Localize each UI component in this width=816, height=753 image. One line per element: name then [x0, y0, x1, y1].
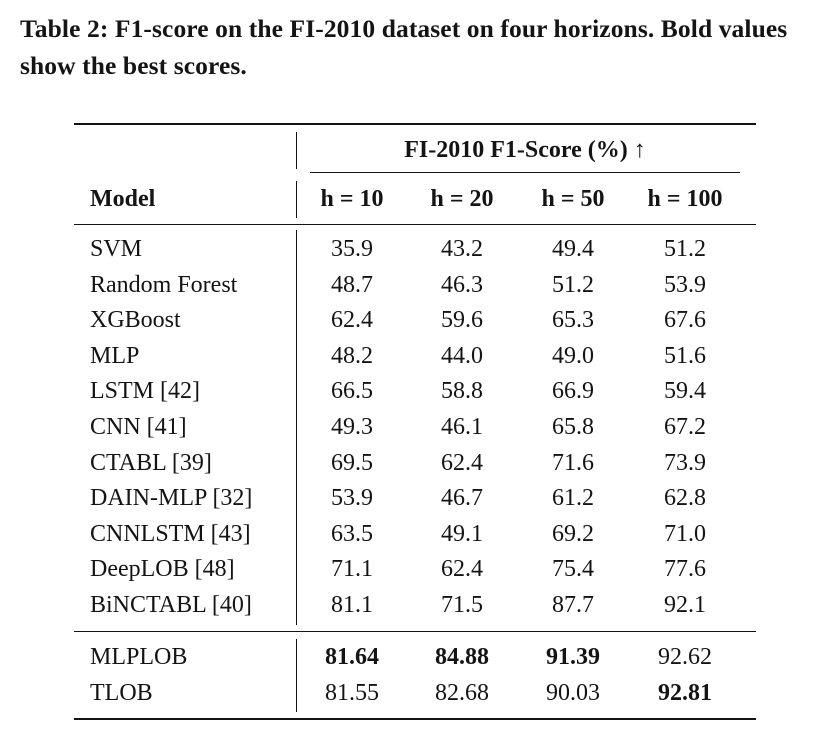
table-caption: Table 2: F1-score on the FI-2010 dataset…: [20, 14, 788, 80]
model-name: LSTM [42]: [90, 378, 200, 405]
score-cell: 92.81: [658, 679, 712, 706]
score-cell: 59.4: [664, 378, 706, 405]
score-cell: 51.2: [664, 236, 706, 262]
column-header-h10: h = 10: [320, 186, 384, 212]
score-cell: 81.1: [331, 591, 373, 618]
model-name: BiNCTABL [40]: [90, 591, 252, 618]
score-cell: 65.3: [552, 307, 594, 334]
score-cell: 62.4: [441, 449, 483, 476]
score-cell: 48.7: [331, 271, 373, 298]
score-cell: 65.8: [552, 413, 594, 440]
score-cell: 92.62: [658, 644, 712, 670]
score-cell: 49.1: [441, 520, 483, 547]
model-name: SVM: [90, 236, 143, 262]
score-cell: 71.1: [331, 556, 373, 583]
score-cell: 66.9: [552, 378, 594, 405]
score-cell: 59.6: [441, 307, 483, 334]
score-cell: 73.9: [664, 449, 706, 476]
score-cell: 62.8: [664, 485, 706, 512]
group-header: FI-2010 F1-Score (%) ↑: [404, 137, 646, 163]
score-cell: 69.2: [552, 520, 594, 547]
model-name: TLOB: [90, 679, 153, 706]
baseline-rows: SVM 35.9 43.2 49.4 51.2 Random Forest 48.7 46.3…: [0, 232, 816, 624]
table-row: LSTM [42] 66.5 58.8 66.9 59.4: [0, 374, 816, 410]
table-row: MLP 48.2 44.0 49.0 51.6: [0, 339, 816, 375]
score-cell: 53.9: [331, 485, 373, 512]
bottom-rule: [74, 718, 756, 720]
table-row: BiNCTABL [40] 81.1 71.5 87.7 92.1: [0, 588, 816, 624]
model-name: XGBoost: [90, 307, 181, 334]
model-name: MLP: [90, 342, 140, 369]
column-header-h20: h = 20: [430, 186, 494, 212]
score-cell: 49.3: [331, 413, 373, 440]
table-row: DeepLOB [48] 71.1 62.4 75.4 77.6: [0, 552, 816, 588]
column-separator: [296, 230, 297, 625]
score-cell: 51.2: [552, 271, 594, 298]
score-cell: 81.55: [325, 679, 379, 706]
score-cell: 81.64: [325, 644, 379, 670]
score-cell: 62.4: [331, 307, 373, 334]
score-cell: 71.0: [664, 520, 706, 547]
table-row: Random Forest 48.7 46.3 51.2 53.9: [0, 268, 816, 304]
model-name: CTABL [39]: [90, 449, 212, 476]
score-cell: 67.6: [664, 307, 706, 334]
score-cell: 92.1: [664, 591, 706, 618]
score-cell: 58.8: [441, 378, 483, 405]
table-row: DAIN-MLP [32] 53.9 46.7 61.2 62.8: [0, 481, 816, 517]
section-rule: [74, 631, 756, 632]
score-cell: 61.2: [552, 485, 594, 512]
table-row: XGBoost 62.4 59.6 65.3 67.6: [0, 303, 816, 339]
table-row: CNN [41] 49.3 46.1 65.8 67.2: [0, 410, 816, 446]
score-cell: 53.9: [664, 271, 706, 298]
score-cell: 69.5: [331, 449, 373, 476]
table-row: SVM 35.9 43.2 49.4 51.2: [0, 232, 816, 268]
score-cell: 63.5: [331, 520, 373, 547]
score-cell: 46.1: [441, 413, 483, 440]
header-rule: [74, 224, 756, 225]
table-row: MLPLOB 81.64 84.88 91.39 92.62: [0, 640, 816, 676]
model-name: MLPLOB: [90, 644, 188, 670]
table-row: CNNLSTM [43] 63.5 49.1 69.2 71.0: [0, 517, 816, 553]
column-separator: [296, 639, 297, 712]
score-cell: 66.5: [331, 378, 373, 405]
score-cell: 77.6: [664, 556, 706, 583]
score-cell: 49.0: [552, 342, 594, 369]
score-cell: 35.9: [331, 236, 373, 262]
score-cell: 46.7: [441, 485, 483, 512]
score-cell: 91.39: [546, 644, 600, 670]
score-cell: 49.4: [552, 236, 594, 262]
model-name: DAIN-MLP [32]: [90, 485, 253, 512]
score-cell: 84.88: [435, 644, 489, 670]
column-header-h100: h = 100: [647, 186, 723, 212]
model-name: CNN [41]: [90, 413, 187, 440]
proposed-rows: MLPLOB 81.64 84.88 91.39 92.62 TLOB 81.55 82.68…: [0, 640, 816, 711]
score-cell: 87.7: [552, 591, 594, 618]
model-name: CNNLSTM [43]: [90, 520, 251, 547]
model-name: DeepLOB [48]: [90, 556, 235, 583]
model-column-header: Model: [90, 186, 156, 212]
score-cell: 67.2: [664, 413, 706, 440]
model-name: Random Forest: [90, 271, 238, 298]
score-cell: 71.5: [441, 591, 483, 618]
score-cell: 71.6: [552, 449, 594, 476]
score-cell: 48.2: [331, 342, 373, 369]
score-cell: 82.68: [435, 679, 489, 706]
score-cell: 43.2: [441, 236, 483, 262]
top-rule: [74, 123, 756, 125]
score-cell: 46.3: [441, 271, 483, 298]
score-cell: 62.4: [441, 556, 483, 583]
score-cell: 51.6: [664, 342, 706, 369]
table-row: CTABL [39] 69.5 62.4 71.6 73.9: [0, 446, 816, 482]
table-row: TLOB 81.55 82.68 90.03 92.81: [0, 676, 816, 712]
score-cell: 90.03: [546, 679, 600, 706]
score-cell: 44.0: [441, 342, 483, 369]
group-header-rule: [310, 172, 740, 173]
column-separator: [296, 181, 297, 218]
score-cell: 75.4: [552, 556, 594, 583]
column-header-h50: h = 50: [541, 186, 605, 212]
column-separator: [296, 132, 297, 169]
